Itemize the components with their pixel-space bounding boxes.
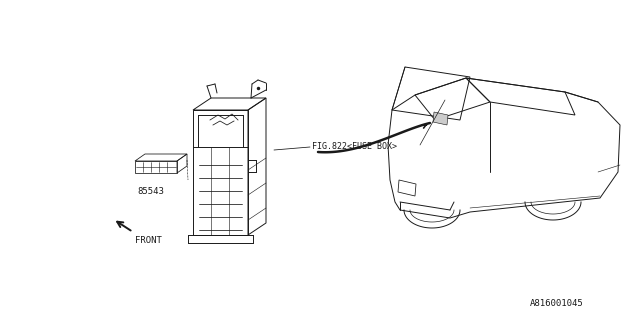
Text: FRONT: FRONT — [135, 236, 162, 245]
Text: A816001045: A816001045 — [530, 299, 584, 308]
Text: FIG.822<FUSE BOX>: FIG.822<FUSE BOX> — [312, 141, 397, 150]
Polygon shape — [433, 112, 448, 125]
Text: 85543: 85543 — [137, 187, 164, 196]
